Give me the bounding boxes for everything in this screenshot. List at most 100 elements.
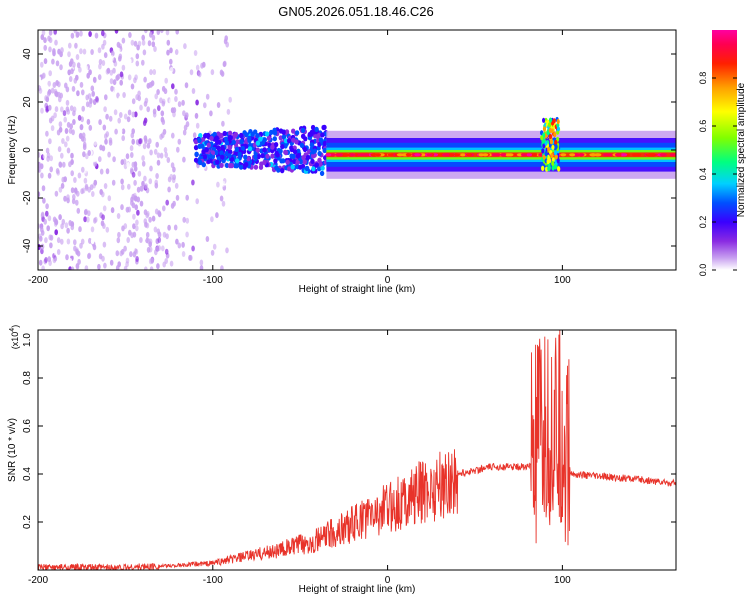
spectrogram-cell bbox=[219, 195, 224, 202]
spectrogram-xtick-label: 100 bbox=[554, 275, 571, 286]
spectrogram-cell bbox=[172, 44, 177, 51]
spectrogram-cell bbox=[195, 99, 199, 106]
spectrogram-cell bbox=[135, 53, 140, 60]
spectrogram-cell bbox=[215, 212, 219, 219]
spectrogram-cell bbox=[152, 196, 156, 203]
spectrogram-cell bbox=[220, 265, 224, 270]
spectrogram-cell bbox=[108, 139, 113, 146]
spectrogram-cell bbox=[90, 226, 95, 233]
spectrogram-cell bbox=[146, 106, 150, 113]
spectrogram-cell bbox=[219, 162, 224, 168]
spectrogram-cell bbox=[152, 69, 157, 75]
spectrogram-cell bbox=[65, 135, 70, 142]
spectrogram-cell bbox=[115, 250, 120, 257]
spectrogram-cell bbox=[291, 128, 296, 134]
spectrogram-ytick-label: -20 bbox=[22, 190, 33, 205]
spectrogram-cell bbox=[197, 71, 202, 78]
spectrogram-cell bbox=[105, 68, 110, 75]
spectrogram-cell bbox=[405, 153, 412, 157]
spectrogram-cell bbox=[64, 128, 69, 134]
spectrogram-cell bbox=[97, 200, 102, 207]
spectrogram-xtick-label: -200 bbox=[28, 275, 48, 286]
spectrogram-cell bbox=[133, 40, 138, 47]
spectrogram-cell bbox=[181, 99, 185, 106]
spectrogram-cell bbox=[68, 127, 73, 134]
spectrogram-cell bbox=[116, 237, 121, 244]
spectrogram-cell bbox=[98, 119, 102, 126]
spectrogram-cell bbox=[66, 227, 70, 234]
spectrogram-cell bbox=[136, 209, 140, 216]
spectrogram-cell bbox=[45, 147, 50, 154]
spectrogram-cell bbox=[76, 207, 81, 214]
spectrogram-cell bbox=[227, 153, 232, 159]
spectrogram-cell bbox=[210, 69, 215, 76]
spectrogram-cell bbox=[195, 198, 199, 205]
colorbar-tick-label: 0.6 bbox=[698, 120, 708, 133]
spectrogram-cell bbox=[560, 153, 567, 157]
spectrogram-cell bbox=[144, 266, 148, 270]
spectrogram-cell bbox=[205, 132, 211, 138]
spectrogram-cell bbox=[504, 153, 511, 157]
spectrogram-cell bbox=[64, 157, 68, 163]
spectrogram-cell bbox=[294, 130, 300, 136]
spectrogram-cell bbox=[117, 261, 121, 268]
spectrogram-cell bbox=[318, 161, 323, 167]
spectrogram-cell bbox=[114, 128, 118, 135]
spectrogram-cell bbox=[57, 91, 61, 98]
spectrogram-cell bbox=[105, 113, 109, 120]
spectrogram-cell bbox=[139, 231, 143, 238]
spectrogram-cell bbox=[71, 52, 75, 58]
spectrogram-cell bbox=[157, 237, 162, 243]
spectrogram-cell bbox=[343, 153, 350, 157]
spectrogram-cell bbox=[161, 132, 165, 139]
spectrogram-cell bbox=[135, 219, 139, 226]
spectrogram-cell bbox=[70, 266, 75, 270]
spectrogram-cell bbox=[113, 192, 118, 199]
spectrogram-cell bbox=[123, 245, 127, 252]
spectrogram-cell bbox=[71, 85, 76, 92]
spectrogram-cell bbox=[52, 177, 57, 184]
spectrogram-cell bbox=[58, 161, 63, 168]
spectrogram-cell bbox=[84, 208, 88, 215]
spectrogram-cell bbox=[553, 131, 557, 138]
spectrogram-cell bbox=[149, 266, 154, 270]
spectrogram-cell bbox=[349, 153, 356, 157]
spectrogram-cell bbox=[97, 74, 102, 81]
spectrogram-cell bbox=[217, 116, 222, 122]
spectrogram-cell bbox=[65, 254, 69, 261]
spectrogram-cell bbox=[130, 83, 135, 90]
spectrogram-cell bbox=[116, 41, 121, 48]
spectrogram-cell bbox=[540, 135, 544, 141]
snr-frame bbox=[37, 329, 677, 571]
spectrogram-cell bbox=[141, 39, 146, 46]
spectrogram-cell bbox=[155, 246, 160, 252]
spectrogram-cell bbox=[63, 116, 67, 123]
spectrogram-cell bbox=[314, 162, 319, 168]
spectrogram-cell bbox=[70, 170, 74, 177]
spectrogram-cell bbox=[126, 237, 130, 243]
spectrogram-cell bbox=[47, 35, 51, 42]
spectrogram-cell bbox=[53, 112, 57, 119]
spectrogram-cell bbox=[122, 59, 127, 66]
spectrogram-cell bbox=[42, 197, 46, 204]
spectrogram-cell bbox=[133, 161, 138, 168]
spectrogram-cell bbox=[143, 209, 148, 216]
spectrogram-cell bbox=[556, 126, 561, 132]
spectrogram-cell bbox=[145, 61, 149, 68]
spectrogram-cell bbox=[54, 106, 59, 113]
spectrogram-cell bbox=[110, 85, 114, 92]
spectrogram-cell bbox=[45, 130, 49, 137]
spectrogram-cell bbox=[66, 108, 71, 115]
spectrogram-cell bbox=[119, 79, 123, 86]
spectrogram-cell bbox=[320, 165, 325, 171]
spectrogram-cell bbox=[38, 191, 41, 198]
spectrogram-cell bbox=[92, 76, 97, 83]
spectrogram-cell bbox=[260, 140, 266, 146]
spectrogram-cell bbox=[76, 151, 80, 158]
spectrogram-cell bbox=[165, 199, 169, 206]
spectrogram-cell bbox=[167, 224, 171, 231]
spectrogram-cell bbox=[193, 50, 198, 56]
spectrogram-cell bbox=[70, 159, 74, 165]
spectrogram-cell bbox=[82, 144, 87, 151]
spectrogram-cell bbox=[235, 158, 240, 164]
